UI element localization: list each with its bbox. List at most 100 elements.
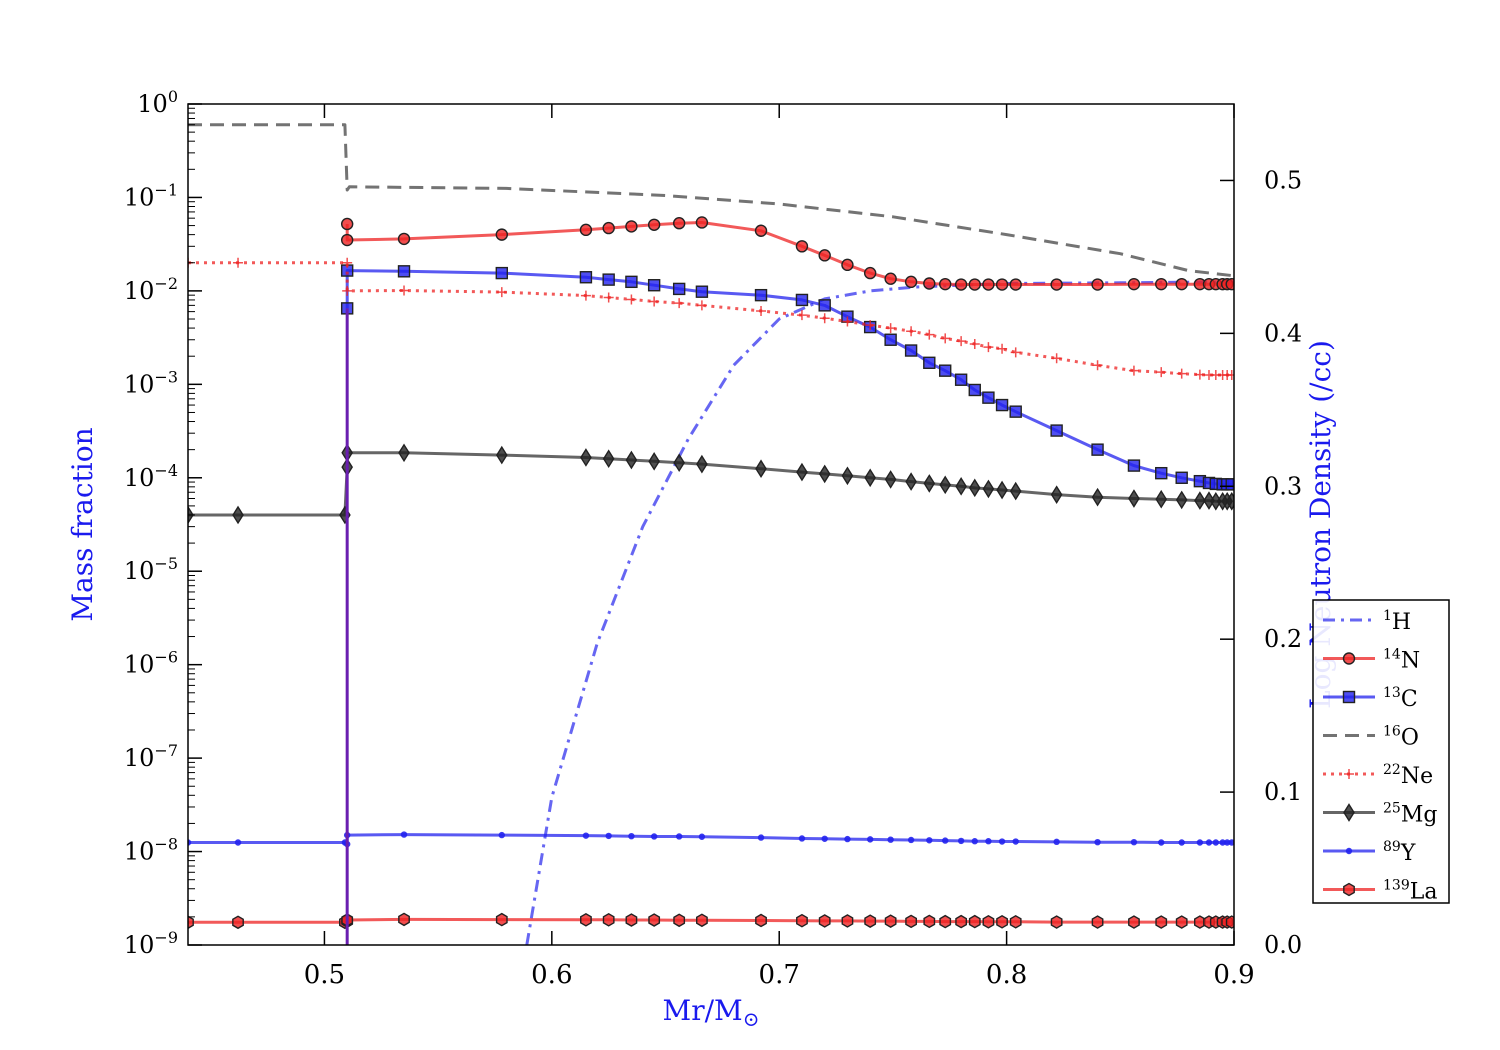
series-marker-25Mg-9 bbox=[625, 450, 638, 470]
series-marker-139La-27 bbox=[1050, 915, 1063, 929]
series-marker-89Y-20 bbox=[926, 837, 933, 844]
legend-label-1H: 1H bbox=[1383, 608, 1411, 635]
series-marker-25Mg-32 bbox=[1194, 491, 1206, 510]
series-marker-22Ne-31 bbox=[1194, 369, 1205, 380]
series-marker-13C-11 bbox=[795, 293, 809, 307]
series-marker-25Mg-1 bbox=[232, 505, 244, 525]
series-marker-89Y-33 bbox=[1205, 839, 1213, 846]
series-marker-139La-37 bbox=[1225, 915, 1234, 929]
series-marker-13C-28 bbox=[1175, 471, 1188, 484]
series-line-1H bbox=[525, 280, 1234, 945]
series-line-89Y bbox=[188, 833, 1232, 846]
series-marker-22Ne-16 bbox=[865, 320, 876, 331]
series-marker-14N-12 bbox=[818, 249, 831, 262]
series-marker-14N-27 bbox=[1155, 277, 1168, 291]
series-marker-25Mg-31 bbox=[1175, 490, 1188, 510]
series-marker-139La-13 bbox=[755, 913, 767, 928]
series-marker-25Mg-6 bbox=[495, 445, 508, 465]
series-marker-13C-2 bbox=[397, 265, 411, 278]
series-line-22Ne bbox=[188, 261, 1232, 377]
series-marker-139La-14 bbox=[796, 913, 808, 928]
series-marker-139La-7 bbox=[580, 913, 592, 927]
y2-tick-label-0: 0.0 bbox=[1264, 931, 1302, 959]
series-marker-14N-18 bbox=[939, 277, 952, 291]
series-marker-13C-12 bbox=[818, 299, 831, 312]
series-marker-22Ne-3 bbox=[342, 285, 353, 296]
series-marker-22Ne-12 bbox=[756, 305, 767, 316]
series-marker-14N-22 bbox=[995, 278, 1009, 291]
series-line-16O bbox=[188, 123, 1234, 278]
series-marker-22Ne-21 bbox=[956, 336, 967, 347]
legend-label-14N: 14N bbox=[1383, 647, 1420, 674]
series-marker-139La-22 bbox=[955, 914, 968, 929]
series-marker-25Mg-22 bbox=[955, 477, 967, 496]
series-marker-139La-18 bbox=[884, 914, 897, 928]
series-marker-22Ne-24 bbox=[997, 343, 1008, 354]
series-marker-22Ne-30 bbox=[1176, 368, 1187, 379]
series-marker-89Y-17 bbox=[866, 836, 874, 843]
series-marker-14N-4 bbox=[579, 223, 593, 237]
series-marker-89Y-5 bbox=[400, 831, 408, 838]
series-marker-139La-21 bbox=[939, 914, 952, 929]
series-marker-25Mg-15 bbox=[818, 464, 831, 484]
series-marker-89Y-37 bbox=[1228, 839, 1234, 846]
y-tick-label-1: 10−1 bbox=[124, 180, 178, 211]
legend-label-22Ne: 22Ne bbox=[1383, 762, 1433, 789]
series-marker-13C-27 bbox=[1155, 466, 1168, 480]
series-marker-22Ne-29 bbox=[1156, 367, 1167, 378]
series-marker-139La-20 bbox=[923, 914, 936, 929]
series-marker-25Mg-24 bbox=[982, 479, 995, 499]
series-marker-25Mg-17 bbox=[864, 468, 876, 488]
y2-tick-label-3: 0.3 bbox=[1264, 472, 1302, 500]
series-marker-139La-9 bbox=[625, 913, 638, 927]
series-marker-22Ne-19 bbox=[924, 329, 935, 340]
series-marker-13C-20 bbox=[968, 383, 981, 397]
series-marker-89Y-22 bbox=[957, 837, 965, 845]
legend-marker-14N bbox=[1342, 652, 1356, 665]
series-marker-25Mg-23 bbox=[968, 478, 981, 498]
series-marker-25Mg-30 bbox=[1155, 489, 1168, 509]
series-marker-139La-23 bbox=[968, 914, 981, 929]
x-tick-label-2: 0.7 bbox=[759, 960, 800, 990]
series-marker-89Y-24 bbox=[985, 838, 992, 845]
series-marker-89Y-35 bbox=[1219, 839, 1226, 846]
series-marker-89Y-19 bbox=[907, 836, 915, 844]
series-marker-13C-6 bbox=[625, 275, 638, 289]
series-marker-139La-31 bbox=[1175, 915, 1188, 929]
series-marker-13C-4 bbox=[579, 271, 593, 284]
series-marker-14N-28 bbox=[1175, 277, 1188, 291]
x-tick-label-4: 0.9 bbox=[1213, 960, 1254, 990]
legend-marker-25Mg bbox=[1343, 803, 1355, 822]
series-marker-139La-10 bbox=[648, 913, 661, 927]
series-marker-89Y-12 bbox=[698, 833, 706, 840]
series-marker-89Y-29 bbox=[1130, 838, 1138, 846]
series-marker-89Y-21 bbox=[942, 837, 949, 844]
series-marker-89Y-32 bbox=[1196, 839, 1204, 846]
series-marker-14N-7 bbox=[647, 218, 661, 231]
series-marker-22Ne-7 bbox=[603, 292, 614, 303]
series-marker-25Mg-37 bbox=[1225, 491, 1234, 511]
series-marker-13C-25 bbox=[1091, 443, 1104, 456]
series-marker-22Ne-27 bbox=[1092, 360, 1103, 371]
series-marker-13C-15 bbox=[884, 333, 897, 346]
series-marker-25Mg-18 bbox=[884, 470, 897, 489]
series-marker-14N-34 bbox=[1225, 277, 1234, 291]
series-marker-22Ne-2 bbox=[342, 257, 353, 268]
series-marker-13C-26 bbox=[1127, 459, 1141, 472]
series-marker-89Y-18 bbox=[887, 836, 894, 843]
y-axis-label: Mass fraction bbox=[66, 427, 99, 621]
series-marker-13C-24 bbox=[1050, 424, 1063, 437]
ticks-layer: 0.5 0.6 0.7 0.8 0.9 100 10−1 10−2 10−3 10−4 10−5 10… bbox=[124, 87, 1302, 990]
series-line-14N bbox=[345, 221, 1232, 286]
plot-frame bbox=[187, 103, 1235, 946]
series-marker-14N-6 bbox=[625, 220, 638, 233]
series-marker-139La-19 bbox=[905, 914, 918, 929]
series-marker-139La-28 bbox=[1091, 915, 1104, 929]
y2-tick-label-1: 0.1 bbox=[1264, 778, 1302, 806]
y2-tick-label-4: 0.4 bbox=[1264, 319, 1302, 347]
y-tick-label-6: 10−6 bbox=[124, 648, 178, 679]
series-marker-14N-24 bbox=[1050, 278, 1063, 291]
series-marker-89Y-10 bbox=[650, 833, 658, 840]
series-marker-14N-23 bbox=[1009, 278, 1022, 291]
legend-marker-139La bbox=[1343, 882, 1355, 897]
